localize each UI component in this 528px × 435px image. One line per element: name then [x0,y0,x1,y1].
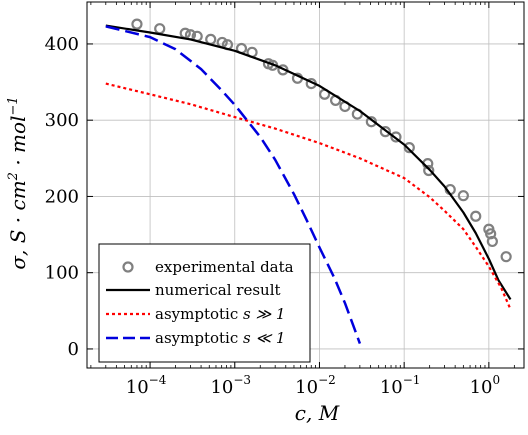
series-line [105,24,512,300]
data-point [365,116,377,128]
y-axis-label: σ, S · cm2 · mol−1 [6,96,30,269]
legend-label-asymptotic-large-word: asymptotic [155,305,243,323]
data-point [500,251,512,263]
x-tick-label-base: 10 [380,377,403,398]
data-point [423,164,435,177]
series-line [105,25,362,345]
x-tick-label: 100 [470,373,501,398]
series-line [105,82,512,310]
x-tick-label-base: 10 [210,377,233,398]
data-point [379,126,391,138]
legend-label-asymptotic-large: asymptotic s ≫ 1 [155,305,285,323]
y-axis-label-sup1: 2 [6,172,21,181]
data-point [390,131,402,143]
series-2 [105,82,512,310]
y-tick-label: 100 [45,263,79,284]
data-point [470,210,482,222]
legend-box [98,243,311,363]
data-point [486,235,498,248]
x-tick-label-exp: −4 [149,373,167,387]
legend-entry-asymptotic-large: asymptotic s ≫ 1 [106,305,285,323]
x-tick-label-base: 10 [126,377,149,398]
x-tick-label-exp: −3 [233,373,251,387]
legend-entry-experimental: experimental data [122,258,294,276]
data-point [457,190,469,202]
x-tick-label-base: 10 [470,377,493,398]
legend-label-numerical: numerical result [155,281,281,299]
series-layer [105,18,512,345]
legend-marker-experimental [122,261,134,273]
x-tick-label-exp: −1 [403,373,421,387]
y-axis-label-sup2: −1 [6,96,21,115]
plot-frame [86,1,525,369]
x-tick-label: 10−1 [380,373,421,398]
legend: experimental data numerical result asymp… [98,243,311,363]
legend-label-asymptotic-small: asymptotic s ≪ 1 [155,329,285,347]
y-tick-label: 300 [45,110,79,131]
legend-label-experimental: experimental data [155,258,294,276]
x-tick-label: 10−2 [295,373,336,398]
x-axis-label: c, M [295,401,340,425]
x-tick-label: 10−4 [126,373,167,398]
series-1 [105,24,512,300]
data-point [154,23,166,35]
series-0 [131,18,512,263]
y-tick-label: 200 [45,186,79,207]
x-tick-label-exp: −2 [318,373,336,387]
data-point [131,18,143,30]
y-tick-label: 400 [45,34,79,55]
y-axis-label-mid: · mol [6,116,30,172]
x-tick-label-exp: 0 [492,373,500,387]
data-point [403,142,415,154]
legend-label-asymptotic-small-math: s ≪ 1 [243,329,285,347]
data-point [205,33,217,45]
legend-label-asymptotic-small-word: asymptotic [155,329,243,347]
y-axis-label-main: σ, S · cm [6,180,30,269]
legend-label-asymptotic-large-math: s ≫ 1 [243,305,285,323]
legend-entry-asymptotic-small: asymptotic s ≪ 1 [106,329,285,347]
y-tick-label: 0 [68,339,79,360]
legend-entry-numerical: numerical result [106,281,281,299]
x-tick-label: 10−3 [210,373,251,398]
x-tick-label-base: 10 [295,377,318,398]
series-3 [105,25,362,345]
